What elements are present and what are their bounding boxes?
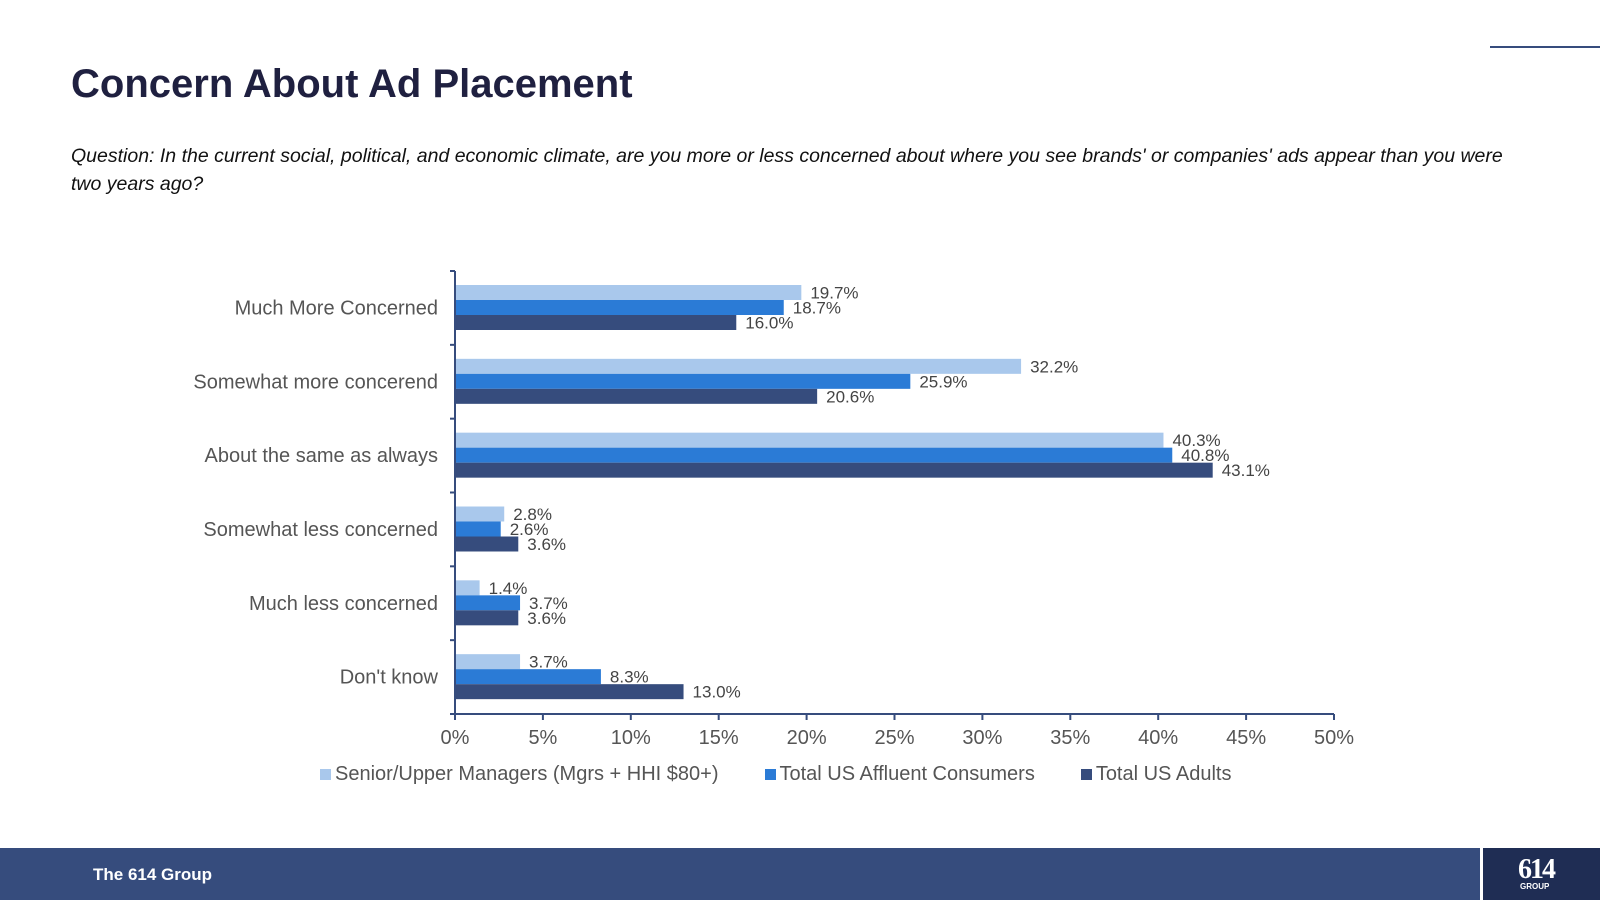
bar	[456, 536, 519, 552]
bar	[456, 388, 818, 404]
bar	[456, 521, 501, 537]
legend-swatch	[764, 769, 776, 780]
bar	[456, 285, 802, 300]
legend-swatch	[320, 769, 331, 780]
x-tick-label: 5%	[528, 727, 557, 749]
x-tick-label: 10%	[611, 727, 651, 749]
x-tick-label: 20%	[787, 727, 827, 749]
footer-brand-name: The 614 Group	[93, 865, 213, 884]
data-label: 3.6%	[527, 535, 566, 554]
data-label: 3.7%	[529, 653, 568, 672]
bar	[456, 373, 911, 389]
data-label: 20.6%	[826, 387, 874, 406]
bar	[456, 432, 1164, 448]
data-label: 25.9%	[919, 372, 967, 391]
data-label: 43.1%	[1222, 461, 1270, 480]
x-tick-label: 45%	[1226, 727, 1266, 749]
x-tick-label: 30%	[962, 727, 1002, 749]
data-label: 1.4%	[489, 579, 528, 598]
bar	[456, 669, 601, 685]
bar	[456, 462, 1213, 478]
bar	[456, 300, 784, 315]
data-label: 3.6%	[527, 609, 566, 628]
category-label: Much More Concerned	[235, 298, 438, 320]
bar	[456, 580, 480, 596]
chart-legend: Senior/Upper Managers (Mgrs + HHI $80+) T…	[320, 763, 1277, 786]
legend-label: Total US Affluent Consumers	[779, 763, 1035, 785]
x-tick-label: 0%	[441, 727, 470, 749]
data-label: 40.8%	[1181, 446, 1229, 465]
footer-divider	[1480, 848, 1483, 900]
x-tick-label: 50%	[1314, 727, 1354, 749]
survey-question: Question: In the current social, politic…	[71, 145, 1503, 195]
legend-label: Senior/Upper Managers (Mgrs + HHI $80+)	[335, 763, 719, 785]
legend-item: Total US Adults	[1080, 763, 1232, 786]
x-tick-label: 35%	[1050, 727, 1090, 749]
x-tick-label: 40%	[1138, 727, 1178, 749]
category-label: Somewhat more concerend	[193, 371, 438, 393]
data-label: 19.7%	[810, 284, 858, 303]
bar	[456, 315, 737, 330]
page-title: Concern About Ad Placement	[71, 62, 633, 106]
bar	[456, 506, 505, 522]
bar	[456, 358, 1022, 374]
category-label: Don't know	[340, 667, 439, 689]
bar	[456, 684, 684, 700]
data-label: 18.7%	[793, 299, 841, 318]
data-label: 32.2%	[1030, 357, 1078, 376]
data-label: 2.6%	[510, 520, 549, 539]
logo-number: 614	[1518, 854, 1556, 885]
data-label: 8.3%	[610, 668, 649, 687]
data-label: 2.8%	[513, 505, 552, 524]
category-label: Somewhat less concerned	[203, 519, 438, 541]
legend-item: Total US Affluent Consumers	[764, 763, 1035, 786]
top-accent-rule	[1490, 46, 1600, 48]
data-label: 3.7%	[529, 594, 568, 613]
legend-swatch	[1080, 769, 1092, 780]
bar	[456, 654, 521, 670]
legend-label: Total US Adults	[1095, 763, 1232, 785]
bar	[456, 595, 521, 611]
data-label: 16.0%	[745, 314, 793, 333]
x-tick-label: 25%	[874, 727, 914, 749]
footer-bar: The 614 Group 614 GROUP	[0, 848, 1600, 900]
data-label: 40.3%	[1172, 431, 1220, 450]
bar	[456, 610, 519, 626]
x-tick-label: 15%	[699, 727, 739, 749]
logo-word: GROUP	[1520, 882, 1550, 891]
category-label: Much less concerned	[249, 593, 438, 615]
category-label: About the same as always	[205, 445, 438, 467]
brand-logo: 614 GROUP	[1483, 848, 1600, 900]
legend-item: Senior/Upper Managers (Mgrs + HHI $80+)	[320, 763, 719, 786]
bar	[456, 447, 1173, 463]
data-label: 13.0%	[693, 683, 741, 702]
